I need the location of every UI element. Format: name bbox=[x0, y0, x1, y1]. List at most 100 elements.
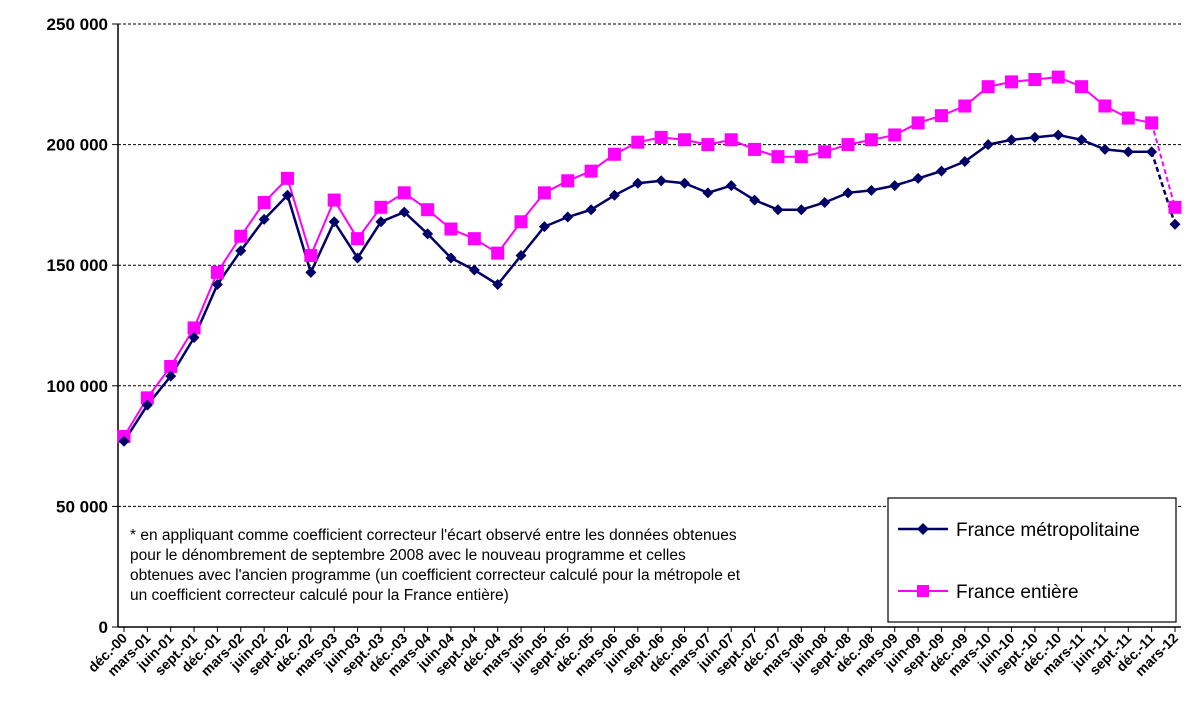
data-point-diamond bbox=[305, 266, 317, 278]
footnote-line: * en appliquant comme coefficient correc… bbox=[130, 527, 737, 544]
data-point-square bbox=[584, 164, 598, 178]
data-point-square bbox=[701, 138, 715, 152]
data-point-square bbox=[1005, 75, 1019, 89]
legend-marker-metro-diamond bbox=[917, 523, 929, 535]
data-point-diamond bbox=[889, 180, 901, 192]
data-point-diamond bbox=[375, 216, 387, 228]
legend: France métropolitaine France entière bbox=[887, 497, 1177, 623]
data-point-diamond bbox=[679, 177, 691, 189]
legend-label-metro: France métropolitaine bbox=[956, 520, 1140, 541]
data-point-square bbox=[140, 391, 154, 405]
data-point-square bbox=[397, 186, 411, 200]
data-point-square bbox=[724, 133, 738, 147]
footnote-line: pour le dénombrement de septembre 2008 a… bbox=[130, 547, 686, 564]
series-line-1 bbox=[123, 76, 1152, 438]
y-tick-label: 150 000 bbox=[47, 256, 108, 275]
data-point-diamond bbox=[1052, 129, 1064, 141]
data-point-square bbox=[304, 249, 318, 263]
data-point-diamond bbox=[842, 187, 854, 199]
data-point-square bbox=[1075, 80, 1089, 94]
data-point-diamond bbox=[445, 252, 457, 264]
data-point-square bbox=[537, 186, 551, 200]
data-point-diamond bbox=[982, 139, 994, 151]
data-point-diamond bbox=[188, 332, 200, 344]
data-point-diamond bbox=[1006, 134, 1018, 146]
data-point-diamond bbox=[258, 213, 270, 225]
data-point-square bbox=[1121, 111, 1135, 125]
x-tick-labels: déc.-00mars-01juin-01sept.-01déc.-01mars… bbox=[85, 630, 1182, 679]
data-point-diamond bbox=[492, 278, 504, 290]
data-point-diamond bbox=[912, 172, 924, 184]
data-point-diamond bbox=[328, 216, 340, 228]
data-point-square bbox=[1168, 200, 1182, 214]
data-point-diamond bbox=[959, 155, 971, 167]
legend-box bbox=[887, 497, 1177, 623]
data-point-square bbox=[678, 133, 692, 147]
y-tick-label: 200 000 bbox=[47, 136, 108, 155]
data-point-diamond bbox=[749, 194, 761, 206]
y-tick-label: 0 bbox=[99, 618, 108, 637]
data-point-square bbox=[280, 171, 294, 185]
data-point-square bbox=[934, 109, 948, 123]
data-point-diamond bbox=[795, 204, 807, 216]
data-point-square bbox=[164, 360, 178, 374]
data-point-square bbox=[561, 174, 575, 188]
data-point-square bbox=[327, 193, 341, 207]
y-tick-labels: 0 50 000 100 000 150 000 200 000 250 000 bbox=[47, 15, 108, 637]
data-point-square bbox=[514, 215, 528, 229]
series-dashed-segment-1 bbox=[1150, 122, 1176, 208]
data-point-diamond bbox=[141, 399, 153, 411]
data-point-square bbox=[210, 265, 224, 279]
data-point-square bbox=[864, 133, 878, 147]
data-point-square bbox=[958, 99, 972, 113]
data-point-square bbox=[818, 145, 832, 159]
gridlines bbox=[118, 23, 1181, 507]
data-point-square bbox=[234, 229, 248, 243]
data-point-square bbox=[491, 246, 505, 260]
data-point-diamond bbox=[1099, 143, 1111, 155]
series-dashed-segment-0 bbox=[1150, 151, 1177, 225]
data-point-diamond bbox=[702, 187, 714, 199]
data-point-square bbox=[467, 232, 481, 246]
data-point-diamond bbox=[422, 228, 434, 240]
data-point-diamond bbox=[1076, 134, 1088, 146]
data-point-square bbox=[654, 130, 668, 144]
y-tick-label: 100 000 bbox=[47, 377, 108, 396]
legend-marker-entiere-square bbox=[917, 585, 929, 597]
axes bbox=[112, 23, 1181, 632]
data-point-square bbox=[794, 150, 808, 164]
data-point-diamond bbox=[281, 189, 293, 201]
data-point-diamond bbox=[865, 184, 877, 196]
data-point-diamond bbox=[211, 278, 223, 290]
data-point-square bbox=[257, 195, 271, 209]
legend-label-entiere: France entière bbox=[956, 582, 1079, 603]
data-point-square bbox=[421, 203, 435, 217]
data-point-diamond bbox=[772, 204, 784, 216]
data-point-diamond bbox=[1122, 146, 1134, 158]
data-point-square bbox=[841, 138, 855, 152]
data-point-diamond bbox=[1146, 146, 1158, 158]
data-point-diamond bbox=[538, 221, 550, 233]
data-point-diamond bbox=[819, 196, 831, 208]
data-point-diamond bbox=[562, 211, 574, 223]
data-point-square bbox=[1051, 70, 1065, 84]
data-point-square bbox=[748, 142, 762, 156]
y-tick-label: 250 000 bbox=[47, 15, 108, 34]
data-point-square bbox=[1098, 99, 1112, 113]
data-point-square bbox=[1028, 72, 1042, 86]
footnote-line: un coefficient correcteur calculé pour l… bbox=[130, 587, 509, 604]
data-point-square bbox=[187, 321, 201, 335]
data-point-diamond bbox=[235, 245, 247, 257]
data-point-square bbox=[607, 147, 621, 161]
data-point-diamond bbox=[632, 177, 644, 189]
data-point-diamond bbox=[1029, 131, 1041, 143]
data-point-square bbox=[981, 80, 995, 94]
data-point-diamond bbox=[165, 370, 177, 382]
data-point-square bbox=[374, 200, 388, 214]
data-point-diamond bbox=[655, 175, 667, 187]
data-point-diamond bbox=[1169, 218, 1181, 230]
data-point-diamond bbox=[935, 165, 947, 177]
data-point-square bbox=[1145, 116, 1159, 130]
data-point-diamond bbox=[608, 189, 620, 201]
data-point-square bbox=[351, 232, 365, 246]
